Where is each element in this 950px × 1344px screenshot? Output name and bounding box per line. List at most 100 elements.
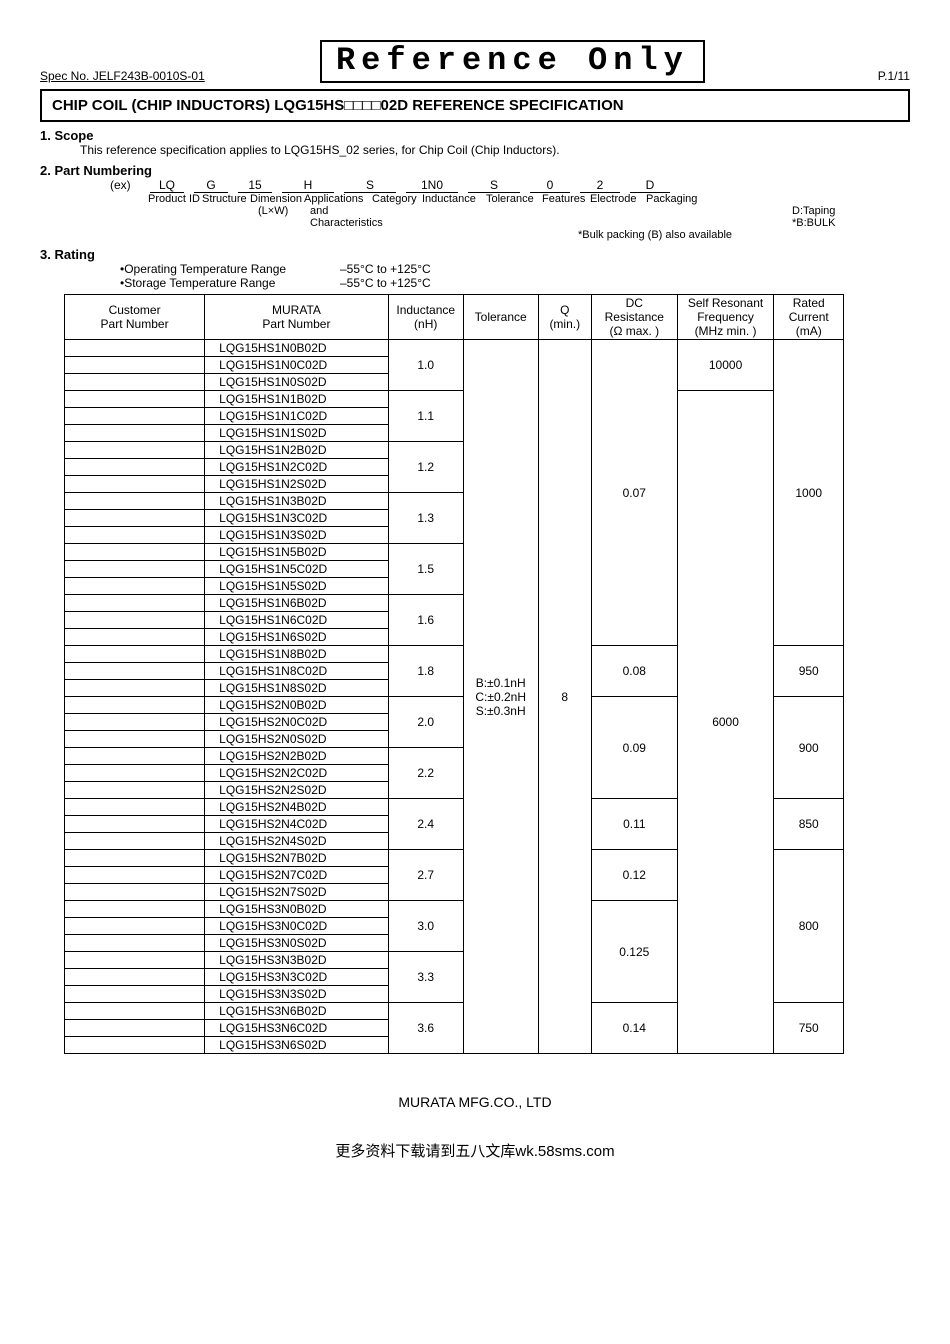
table-cell-customer <box>65 1003 205 1020</box>
table-cell-current: 750 <box>774 1003 844 1054</box>
table-cell-murata-part: LQG15HS3N0C02D <box>205 918 389 935</box>
table-cell-murata-part: LQG15HS3N0S02D <box>205 935 389 952</box>
col-q: Q(min.) <box>538 295 591 340</box>
col-tolerance: Tolerance <box>463 295 538 340</box>
table-cell-srf: 6000 <box>677 391 774 1054</box>
table-cell-murata-part: LQG15HS1N6B02D <box>205 595 389 612</box>
table-cell-murata-part: LQG15HS3N0B02D <box>205 901 389 918</box>
table-cell-inductance: 2.2 <box>388 748 463 799</box>
rating-table: CustomerPart Number MURATAPart Number In… <box>64 294 844 1054</box>
table-cell-murata-part: LQG15HS2N7S02D <box>205 884 389 901</box>
lbl-packaging: Packaging <box>646 193 702 205</box>
table-cell-murata-part: LQG15HS1N0C02D <box>205 357 389 374</box>
table-cell-murata-part: LQG15HS1N0B02D <box>205 340 389 357</box>
table-cell-current: 950 <box>774 646 844 697</box>
table-cell-murata-part: LQG15HS2N4B02D <box>205 799 389 816</box>
table-cell-current: 850 <box>774 799 844 850</box>
table-cell-murata-part: LQG15HS1N6S02D <box>205 629 389 646</box>
col-inductance: Inductance(nH) <box>388 295 463 340</box>
lbl-inductance: Inductance <box>422 193 486 205</box>
table-cell-murata-part: LQG15HS1N8C02D <box>205 663 389 680</box>
footer-download: 更多资料下载请到五八文库wk.58sms.com <box>40 1140 910 1161</box>
table-cell-inductance: 1.8 <box>388 646 463 697</box>
seg-features: 0 <box>530 178 570 193</box>
table-cell-murata-part: LQG15HS2N4C02D <box>205 816 389 833</box>
table-cell-customer <box>65 493 205 510</box>
table-cell-dc-resistance: 0.11 <box>591 799 677 850</box>
storage-temp-label: •Storage Temperature Range <box>120 276 340 290</box>
table-cell-inductance: 1.5 <box>388 544 463 595</box>
table-cell-customer <box>65 731 205 748</box>
table-cell-customer <box>65 357 205 374</box>
col-customer: CustomerPart Number <box>65 295 205 340</box>
table-cell-dc-resistance: 0.09 <box>591 697 677 799</box>
table-cell-current: 900 <box>774 697 844 799</box>
table-cell-customer <box>65 935 205 952</box>
operating-temp-value: –55°C to +125°C <box>340 262 431 276</box>
table-cell-customer <box>65 544 205 561</box>
table-cell-customer <box>65 629 205 646</box>
table-cell-murata-part: LQG15HS3N6B02D <box>205 1003 389 1020</box>
lbl-structure: Structure <box>202 193 250 205</box>
col-dc: DCResistance(Ω max. ) <box>591 295 677 340</box>
table-cell-murata-part: LQG15HS2N7C02D <box>205 867 389 884</box>
table-cell-current: 1000 <box>774 340 844 646</box>
table-cell-murata-part: LQG15HS1N2B02D <box>205 442 389 459</box>
table-cell-murata-part: LQG15HS1N3S02D <box>205 527 389 544</box>
col-srf: Self ResonantFrequency(MHz min. ) <box>677 295 774 340</box>
table-cell-customer <box>65 510 205 527</box>
table-cell-customer <box>65 578 205 595</box>
table-cell-murata-part: LQG15HS3N6S02D <box>205 1037 389 1054</box>
table-cell-murata-part: LQG15HS3N6C02D <box>205 1020 389 1037</box>
table-cell-murata-part: LQG15HS3N3S02D <box>205 986 389 1003</box>
table-cell-dc-resistance: 0.08 <box>591 646 677 697</box>
table-cell-murata-part: LQG15HS1N2S02D <box>205 476 389 493</box>
table-cell-murata-part: LQG15HS2N0C02D <box>205 714 389 731</box>
seg-structure: G <box>194 178 228 193</box>
table-cell-customer <box>65 442 205 459</box>
table-cell-q: 8 <box>538 340 591 1054</box>
table-cell-customer <box>65 918 205 935</box>
table-cell-tolerance: B:±0.1nHC:±0.2nHS:±0.3nH <box>463 340 538 1054</box>
operating-temp-label: •Operating Temperature Range <box>120 262 340 276</box>
table-cell-customer <box>65 833 205 850</box>
table-cell-customer <box>65 1020 205 1037</box>
table-cell-murata-part: LQG15HS2N2S02D <box>205 782 389 799</box>
section-partnum-header: 2. Part Numbering <box>40 163 910 178</box>
lbl-applications: Applications <box>304 193 372 205</box>
table-cell-murata-part: LQG15HS2N0B02D <box>205 697 389 714</box>
table-cell-murata-part: LQG15HS1N3B02D <box>205 493 389 510</box>
table-cell-murata-part: LQG15HS2N0S02D <box>205 731 389 748</box>
table-cell-customer <box>65 748 205 765</box>
table-cell-murata-part: LQG15HS1N1C02D <box>205 408 389 425</box>
table-cell-customer <box>65 816 205 833</box>
lbl-electrode: Electrode <box>590 193 646 205</box>
lbl-features: Features <box>542 193 590 205</box>
table-cell-inductance: 3.3 <box>388 952 463 1003</box>
table-cell-customer <box>65 391 205 408</box>
d-taping: D:Taping <box>792 205 848 217</box>
seg-dimension: 15 <box>238 178 272 193</box>
table-cell-customer <box>65 986 205 1003</box>
scope-text: This reference specification applies to … <box>80 143 910 157</box>
table-cell-murata-part: LQG15HS2N4S02D <box>205 833 389 850</box>
reference-only-banner: Reference Only <box>320 40 705 83</box>
storage-temp-value: –55°C to +125°C <box>340 276 431 290</box>
table-cell-inductance: 1.0 <box>388 340 463 391</box>
footer-company: MURATA MFG.CO., LTD <box>40 1094 910 1110</box>
table-cell-srf: 10000 <box>677 340 774 391</box>
table-cell-inductance: 2.4 <box>388 799 463 850</box>
table-cell-murata-part: LQG15HS3N3B02D <box>205 952 389 969</box>
table-cell-dc-resistance: 0.14 <box>591 1003 677 1054</box>
table-cell-customer <box>65 799 205 816</box>
table-cell-murata-part: LQG15HS2N2B02D <box>205 748 389 765</box>
table-cell-murata-part: LQG15HS1N5S02D <box>205 578 389 595</box>
table-cell-customer <box>65 952 205 969</box>
table-cell-murata-part: LQG15HS2N2C02D <box>205 765 389 782</box>
section-scope-header: 1. Scope <box>40 128 910 143</box>
lbl-category: Category <box>372 193 422 205</box>
lbl-dimension: Dimension <box>250 193 304 205</box>
table-cell-customer <box>65 782 205 799</box>
table-cell-customer <box>65 850 205 867</box>
table-cell-murata-part: LQG15HS1N8B02D <box>205 646 389 663</box>
